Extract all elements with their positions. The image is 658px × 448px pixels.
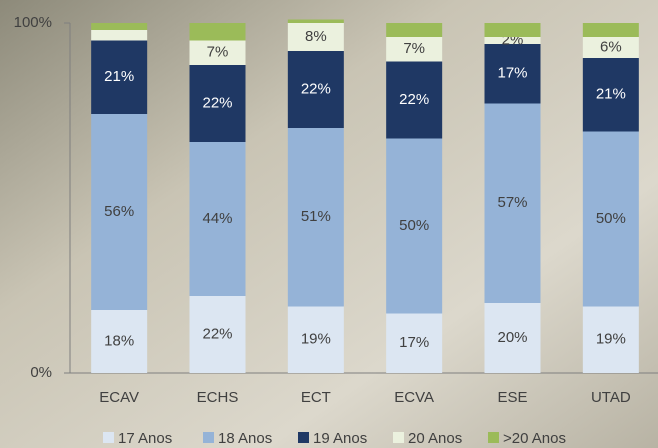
data-label: 17% <box>497 65 527 82</box>
bar-segment <box>484 37 541 44</box>
bar-segment <box>287 19 344 23</box>
legend-label: >20 Anos <box>503 430 566 447</box>
bar-segment <box>582 37 639 58</box>
data-label: 17% <box>399 334 429 351</box>
bar-segment <box>189 65 246 142</box>
legend-label: 19 Anos <box>313 430 367 447</box>
data-label: 6% <box>600 38 622 55</box>
data-label: 57% <box>497 194 527 211</box>
data-label: 22% <box>202 94 232 111</box>
bar-segment <box>582 131 639 307</box>
bar-segment <box>386 37 443 62</box>
y-tick-label: 100% <box>14 14 52 31</box>
bar-segment <box>91 40 148 114</box>
bar-segment <box>386 61 443 139</box>
x-tick-label: ECVA <box>394 389 434 406</box>
bar-segment <box>91 310 148 373</box>
legend-label: 17 Anos <box>118 430 172 447</box>
legend-swatch <box>203 432 214 443</box>
data-label: 8% <box>305 28 327 45</box>
data-label: 51% <box>301 208 331 225</box>
bar-segment <box>582 23 639 37</box>
bar-segment <box>386 138 443 314</box>
data-label: 7% <box>207 44 229 61</box>
data-label: 19% <box>301 331 331 348</box>
bar-segment <box>189 296 246 373</box>
x-tick-label: UTAD <box>591 389 631 406</box>
data-label: 20% <box>497 329 527 346</box>
bar-segment <box>287 23 344 51</box>
bar-segment <box>484 103 541 303</box>
legend-swatch <box>103 432 114 443</box>
legend-swatch <box>488 432 499 443</box>
data-label: 56% <box>104 203 134 220</box>
data-label: 50% <box>399 217 429 234</box>
data-label: 44% <box>202 210 232 227</box>
x-tick-label: ESE <box>497 389 527 406</box>
bar-segment <box>287 128 344 307</box>
data-label: 7% <box>403 40 425 57</box>
bar-segment <box>91 114 148 310</box>
bar-segment <box>386 313 443 373</box>
bar-segment <box>386 23 443 37</box>
bar-segment <box>484 303 541 373</box>
bar-segment <box>91 23 148 30</box>
bar-segment <box>189 23 246 41</box>
data-label: 21% <box>104 68 134 85</box>
data-label: 19% <box>596 331 626 348</box>
data-label: 22% <box>301 80 331 97</box>
bar-segment <box>582 306 639 373</box>
data-label: 18% <box>104 332 134 349</box>
bar-segment <box>287 306 344 373</box>
y-tick-label: 0% <box>30 364 52 381</box>
legend-swatch <box>298 432 309 443</box>
legend-swatch <box>393 432 404 443</box>
legend-label: 20 Anos <box>408 430 462 447</box>
bar-segment <box>582 58 639 132</box>
data-label: 22% <box>399 91 429 108</box>
bar-segment <box>484 44 541 104</box>
data-label: 21% <box>596 86 626 103</box>
bar-segment <box>91 30 148 41</box>
x-tick-label: ECHS <box>197 389 239 406</box>
bar-segment <box>484 23 541 37</box>
data-label: 22% <box>202 325 232 342</box>
bar-segment <box>287 51 344 128</box>
bar-segment <box>189 142 246 296</box>
data-label: 50% <box>596 210 626 227</box>
bar-segment <box>189 40 246 65</box>
x-tick-label: ECT <box>301 389 331 406</box>
x-tick-label: ECAV <box>99 389 139 406</box>
legend-label: 18 Anos <box>218 430 272 447</box>
